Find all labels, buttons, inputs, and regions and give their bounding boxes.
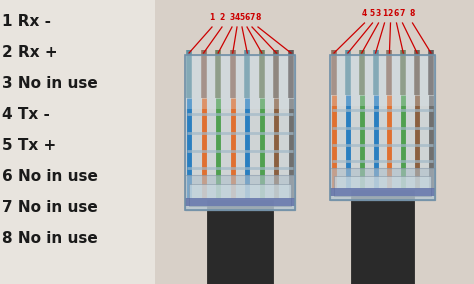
Text: 7 No in use: 7 No in use (2, 200, 98, 215)
Text: 8: 8 (255, 13, 261, 22)
Bar (155, 0, 474, 284)
Bar (185, 175, 295, 210)
Bar (207, 200, 273, 284)
Text: 6: 6 (394, 9, 399, 18)
Bar (185, 55, 295, 210)
Bar (330, 55, 435, 200)
Text: 4 Tx -: 4 Tx - (2, 107, 50, 122)
Bar (330, 55, 435, 200)
Text: 8 No in use: 8 No in use (2, 231, 98, 246)
Text: 8: 8 (410, 9, 415, 18)
Bar (351, 190, 414, 284)
Bar (189, 184, 291, 206)
Text: 1: 1 (382, 9, 387, 18)
Text: 3 No in use: 3 No in use (2, 76, 98, 91)
Text: 6 No in use: 6 No in use (2, 169, 98, 184)
Bar (185, 55, 295, 109)
Text: 3: 3 (376, 9, 381, 18)
Bar (330, 55, 435, 106)
Text: 2: 2 (219, 13, 225, 22)
Text: 5: 5 (370, 9, 375, 18)
Bar (185, 198, 295, 206)
Text: 3: 3 (229, 13, 235, 22)
Text: 6: 6 (245, 13, 250, 22)
Text: 7: 7 (249, 13, 255, 22)
Text: 4: 4 (362, 9, 367, 18)
Text: 2 Rx +: 2 Rx + (2, 45, 58, 60)
Text: 1: 1 (210, 13, 215, 22)
Text: 5 Tx +: 5 Tx + (2, 138, 56, 153)
Bar (330, 168, 435, 200)
Text: 5: 5 (239, 13, 245, 22)
Text: 4: 4 (234, 13, 240, 22)
Text: 2: 2 (388, 9, 393, 18)
Text: 7: 7 (400, 9, 405, 18)
Bar (330, 188, 435, 196)
Bar (334, 176, 431, 196)
Text: 1 Rx -: 1 Rx - (2, 14, 51, 29)
Bar (185, 55, 295, 210)
